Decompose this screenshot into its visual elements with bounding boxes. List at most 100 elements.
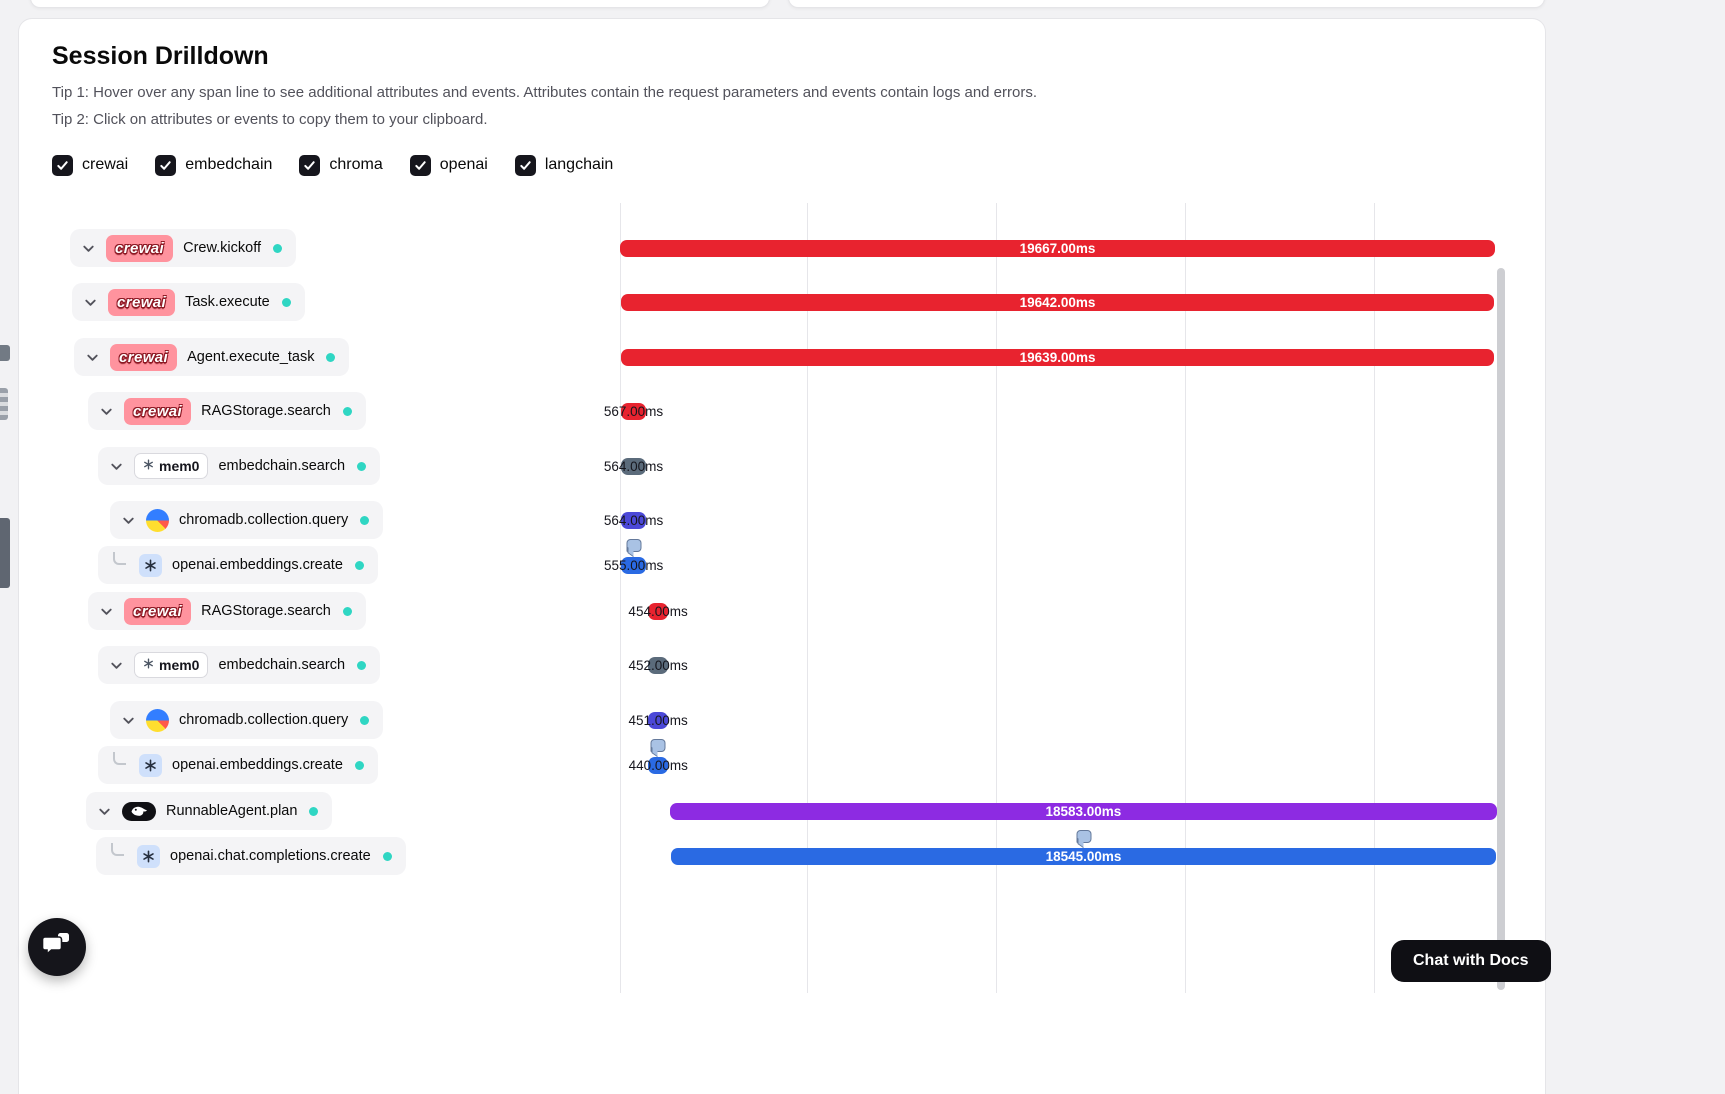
chevron-down-icon[interactable] — [80, 240, 96, 256]
span-row-label[interactable]: chromadb.collection.query — [110, 501, 384, 539]
span-duration-bar[interactable] — [621, 557, 647, 574]
openai-logo-icon — [137, 844, 160, 868]
upper-card-stub-left — [30, 0, 770, 8]
chevron-down-icon[interactable] — [84, 349, 100, 365]
langchain-logo-badge — [122, 801, 156, 821]
chevron-down-icon[interactable] — [108, 657, 124, 673]
span-row-label[interactable]: chromadb.collection.query — [110, 701, 384, 739]
span-row-label[interactable]: crewai Task.execute — [72, 283, 305, 321]
chevron-down-icon[interactable] — [98, 603, 114, 619]
mem0-logo-text: mem0 — [159, 458, 200, 474]
checkbox-checked-icon[interactable] — [155, 154, 177, 176]
chevron-down-icon[interactable] — [108, 458, 124, 474]
status-dot — [309, 806, 319, 816]
status-dot — [357, 461, 367, 471]
filter-openai[interactable]: openai — [409, 154, 488, 176]
mem0-flower-icon — [143, 656, 154, 674]
chart-vertical-scrollbar[interactable] — [1497, 268, 1505, 990]
span-row-label[interactable]: mem0 embedchain.search — [98, 646, 381, 684]
span-row-label[interactable]: crewai RAGStorage.search — [88, 392, 366, 430]
chevron-down-icon[interactable] — [96, 803, 112, 819]
checkbox-checked-icon[interactable] — [514, 154, 536, 176]
chat-with-docs-button[interactable]: Chat with Docs — [1391, 940, 1551, 982]
span-name: openai.embeddings.create — [172, 557, 343, 573]
span-name: RAGStorage.search — [201, 603, 331, 619]
filter-chroma[interactable]: chroma — [299, 154, 383, 176]
span-duration-bar[interactable] — [620, 458, 647, 475]
crewai-logo-text: crewai — [119, 348, 169, 366]
timeline-gridline — [1374, 203, 1375, 993]
filter-label: langchain — [544, 156, 614, 173]
span-row-label[interactable]: crewai RAGStorage.search — [88, 592, 366, 630]
tip-2-text: Tip 2: Click on attributes or events to … — [52, 111, 488, 128]
mem0-logo-badge: mem0 — [134, 453, 209, 479]
span-name: Crew.kickoff — [183, 240, 262, 256]
event-bubble-icon[interactable] — [626, 539, 642, 552]
chat-bubbles-icon — [41, 931, 72, 964]
span-row-label[interactable]: openai.embeddings.create — [98, 546, 378, 584]
status-dot — [382, 851, 392, 861]
crewai-logo-text: crewai — [117, 293, 167, 311]
span-duration-bar[interactable] — [620, 294, 1495, 311]
chevron-down-icon[interactable] — [120, 712, 136, 728]
filter-embedchain[interactable]: embedchain — [155, 154, 273, 176]
span-row-label[interactable]: crewai Agent.execute_task — [74, 338, 350, 376]
filter-label: embedchain — [185, 156, 273, 173]
checkbox-checked-icon[interactable] — [299, 154, 321, 176]
window-edge-artifact — [0, 388, 8, 420]
page-title: Session Drilldown — [52, 42, 269, 70]
status-dot — [360, 515, 370, 525]
library-filter-checkboxes: crewai embedchain chroma openai langchain — [52, 150, 613, 180]
mem0-logo-badge: mem0 — [134, 652, 209, 678]
status-dot — [326, 352, 336, 362]
span-duration-bar[interactable] — [670, 848, 1497, 865]
crewai-logo-text: crewai — [133, 602, 183, 620]
span-name: embedchain.search — [218, 657, 346, 673]
event-bubble-icon[interactable] — [1076, 830, 1092, 843]
timeline-gridline — [620, 203, 621, 993]
span-duration-bar[interactable] — [621, 512, 647, 529]
span-row-label[interactable]: openai.embeddings.create — [98, 746, 378, 784]
span-duration-bar[interactable] — [647, 603, 669, 620]
status-dot — [354, 560, 364, 570]
span-row-label[interactable]: mem0 embedchain.search — [98, 447, 381, 485]
span-duration-bar[interactable] — [648, 657, 669, 674]
filter-label: chroma — [329, 156, 383, 173]
span-duration-bar[interactable] — [670, 803, 1497, 820]
checkbox-checked-icon[interactable] — [409, 154, 431, 176]
tree-elbow-connector — [113, 552, 126, 565]
status-dot — [273, 243, 283, 253]
chroma-logo-icon — [146, 508, 169, 532]
span-name: RunnableAgent.plan — [166, 803, 298, 819]
span-name: embedchain.search — [218, 458, 346, 474]
span-row-label[interactable]: RunnableAgent.plan — [86, 792, 333, 830]
span-duration-bar[interactable] — [648, 712, 669, 729]
checkbox-checked-icon[interactable] — [52, 154, 73, 176]
chat-widget-launcher[interactable] — [28, 918, 86, 976]
filter-crewai[interactable]: crewai — [52, 154, 128, 176]
span-name: Agent.execute_task — [187, 349, 315, 365]
status-dot — [342, 406, 352, 416]
timeline-gridline — [996, 203, 997, 993]
filter-langchain[interactable]: langchain — [514, 154, 614, 176]
crewai-logo-text: crewai — [133, 402, 183, 420]
mem0-flower-icon — [143, 457, 154, 475]
chevron-down-icon[interactable] — [120, 512, 136, 528]
chevron-down-icon[interactable] — [98, 403, 114, 419]
chevron-down-icon[interactable] — [82, 294, 98, 310]
span-duration-bar[interactable] — [620, 240, 1495, 257]
span-duration-bar[interactable] — [620, 349, 1495, 366]
span-row-label[interactable]: openai.chat.completions.create — [96, 837, 406, 875]
event-bubble-icon[interactable] — [650, 739, 666, 752]
openai-logo-icon — [139, 553, 162, 577]
upper-card-stub-right — [788, 0, 1545, 8]
crewai-logo-badge: crewai — [106, 234, 174, 262]
window-edge-artifact — [0, 518, 10, 588]
timeline-gridline — [1185, 203, 1186, 993]
tree-elbow-connector — [113, 752, 126, 765]
span-name: openai.chat.completions.create — [170, 848, 371, 864]
span-row-label[interactable]: crewai Crew.kickoff — [70, 229, 297, 267]
span-duration-bar[interactable] — [648, 757, 669, 774]
span-duration-bar[interactable] — [620, 403, 647, 420]
